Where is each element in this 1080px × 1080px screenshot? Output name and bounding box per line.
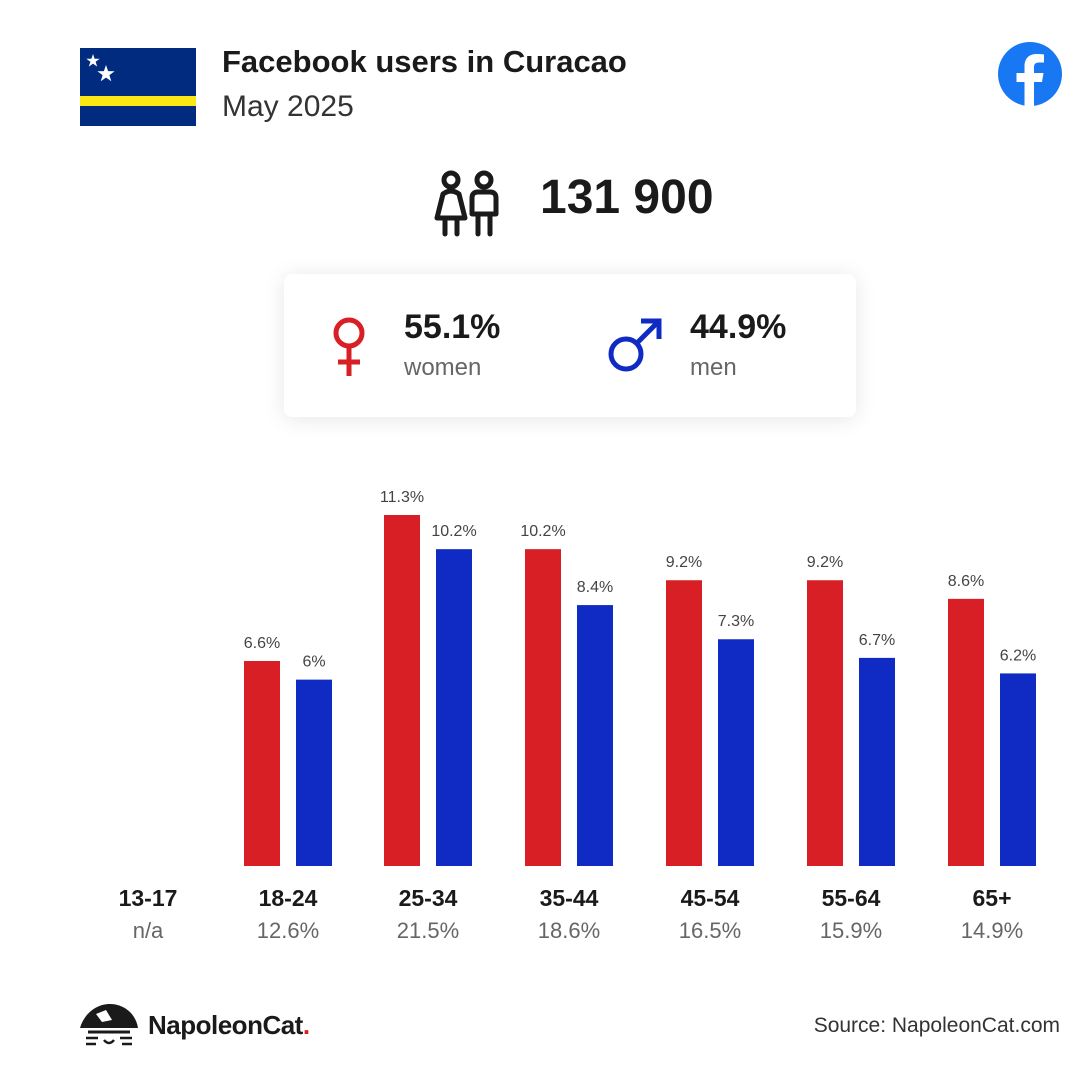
male-symbol-icon [608, 318, 662, 372]
women-label: women [404, 354, 482, 381]
data-label-men-35-44: 8.4% [577, 579, 613, 596]
category-label-65+: 65+ [972, 885, 1011, 911]
category-total-35-44: 18.6% [538, 918, 600, 943]
category-label-13-17: 13-17 [119, 885, 178, 911]
facebook-logo-icon [998, 42, 1062, 106]
female-symbol-icon [333, 317, 365, 376]
category-label-18-24: 18-24 [259, 885, 318, 911]
category-total-25-34: 21.5% [397, 918, 459, 943]
data-label-men-65+: 6.2% [1000, 647, 1036, 664]
bar-men-45-54 [718, 639, 754, 866]
women-percent: 55.1% [404, 308, 501, 346]
data-label-men-45-54: 7.3% [718, 613, 754, 630]
category-label-35-44: 35-44 [540, 885, 599, 911]
bar-men-25-34 [436, 549, 472, 866]
men-label: men [690, 354, 737, 381]
bar-women-18-24 [244, 660, 280, 866]
category-total-18-24: 12.6% [257, 918, 319, 943]
data-label-women-35-44: 10.2% [520, 523, 565, 540]
men-percent: 44.9% [690, 308, 787, 346]
category-total-13-17: n/a [133, 918, 164, 943]
data-label-women-55-64: 9.2% [807, 554, 843, 571]
data-label-women-45-54: 9.2% [666, 554, 702, 571]
data-label-women-25-34: 11.3% [380, 489, 424, 506]
bar-women-45-54 [666, 580, 702, 866]
people-icon [434, 170, 499, 237]
data-label-men-55-64: 6.7% [859, 632, 895, 649]
bar-women-25-34 [384, 515, 420, 866]
bar-men-65+ [1000, 673, 1036, 866]
brand-name-text: NapoleonCat [148, 1010, 303, 1040]
brand-name: NapoleonCat. [148, 1010, 310, 1041]
page-subtitle: May 2025 [222, 90, 354, 123]
data-label-men-25-34: 10.2% [431, 523, 476, 540]
category-label-25-34: 25-34 [399, 885, 458, 911]
category-label-55-64: 55-64 [822, 885, 881, 911]
napoleoncat-logo-icon [80, 1004, 138, 1046]
gender-split-card: 55.1% women 44.9% men [284, 274, 856, 417]
category-label-45-54: 45-54 [681, 885, 740, 911]
bar-women-55-64 [807, 580, 843, 866]
brand-dot: . [302, 1010, 310, 1040]
source-note: Source: NapoleonCat.com [813, 1014, 1060, 1037]
bar-men-55-64 [859, 657, 895, 866]
bar-women-35-44 [525, 549, 561, 866]
data-label-women-18-24: 6.6% [244, 635, 280, 652]
category-total-55-64: 15.9% [820, 918, 882, 943]
page-title: Facebook users in Curacao [222, 44, 627, 79]
bar-women-65+ [948, 598, 984, 866]
category-total-45-54: 16.5% [679, 918, 741, 943]
bar-men-18-24 [296, 679, 332, 866]
category-total-65+: 14.9% [961, 918, 1023, 943]
age-gender-bar-chart: 13-17 n/a 6.6% 6% 18-24 12.6% 11.3% 10.2% 25-34 2… [119, 489, 1037, 943]
total-users-value: 131 900 [540, 171, 714, 224]
curacao-flag-icon [80, 48, 196, 126]
bar-men-35-44 [577, 605, 613, 866]
data-label-women-65+: 8.6% [948, 573, 984, 590]
data-label-men-18-24: 6% [302, 654, 325, 671]
